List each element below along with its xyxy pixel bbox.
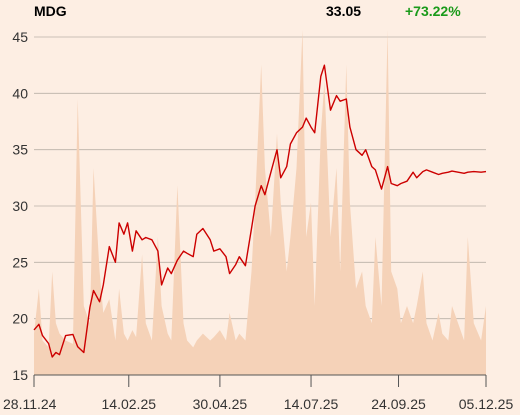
y-tick-label: 35	[12, 142, 28, 158]
x-axis: 28.11.24 14.02.25 30.04.25 14.07.25 24.09.25…	[3, 374, 514, 412]
price-series	[33, 64, 487, 358]
y-tick-label: 30	[12, 198, 28, 214]
x-tick-label: 14.07.25	[284, 396, 339, 412]
x-tick-label: 14.02.25	[102, 396, 157, 412]
last-price: 33.05	[326, 3, 362, 19]
price-line	[33, 64, 487, 358]
x-tick-label: 05.12.25	[459, 396, 514, 412]
x-tick-label: 30.04.25	[193, 396, 248, 412]
y-tick-label: 25	[12, 254, 28, 270]
price-change: +73.22%	[405, 3, 461, 19]
y-tick-label: 15	[12, 367, 28, 383]
ticker-symbol: MDG	[34, 3, 67, 19]
y-tick-label: 45	[12, 29, 28, 45]
volume-area-path	[34, 30, 486, 375]
y-tick-label: 40	[12, 85, 28, 101]
x-tick-label: 24.09.25	[371, 396, 426, 412]
x-tick-label: 28.11.24	[3, 396, 57, 412]
y-axis: 15 20 25 30 35 40 45	[12, 29, 28, 383]
y-tick-label: 20	[12, 311, 28, 327]
volume-area	[34, 30, 486, 375]
